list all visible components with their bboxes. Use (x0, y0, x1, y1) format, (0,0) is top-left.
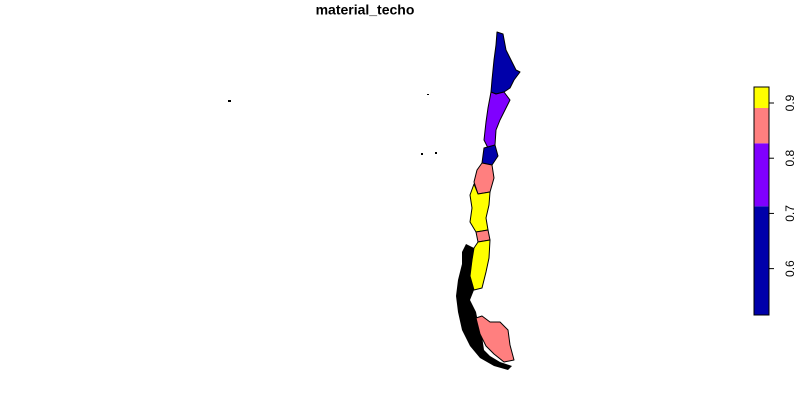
island (421, 153, 423, 155)
map (228, 31, 521, 370)
island (435, 152, 437, 154)
region (490, 31, 521, 95)
legend-swatch (754, 87, 769, 108)
region (483, 91, 511, 149)
legend-tick-label: 0.9 (783, 94, 797, 111)
island (228, 100, 231, 102)
region (481, 144, 499, 166)
fjords (456, 244, 512, 370)
legend-swatch (754, 206, 769, 315)
legend-swatch (754, 107, 769, 144)
region (475, 315, 515, 363)
island (427, 94, 429, 95)
legend-tick-label: 0.8 (783, 150, 797, 167)
chart-title: material_techo (316, 2, 415, 18)
legend: 0.6 0.7 0.8 0.9 (753, 86, 797, 316)
legend-swatch (754, 143, 769, 207)
legend-tick-label: 0.7 (783, 205, 797, 222)
legend-tick-label: 0.6 (783, 260, 797, 277)
region (473, 162, 495, 195)
legend-frame (753, 86, 770, 316)
